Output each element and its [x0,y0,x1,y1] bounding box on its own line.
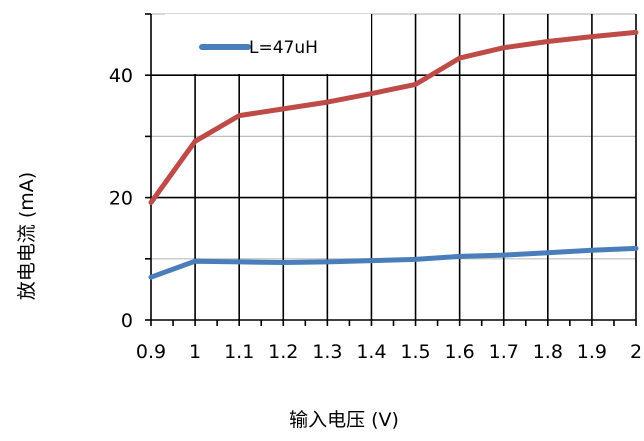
axes [145,13,637,326]
legend-label: L=47uH [249,38,318,58]
x-tick-label: 1.4 [356,341,386,363]
x-axis-title: 输入电压 (V) [289,409,399,431]
y-tick-label: 20 [109,188,133,210]
y-tick-labels: 0 20 40 [109,65,133,332]
series-line-1 [148,245,639,280]
x-tick-label: 1.7 [489,341,519,363]
x-tick-label: 0.9 [136,341,166,363]
x-tick-label: 1 [189,341,201,363]
x-tick-label: 1.1 [224,341,254,363]
series-lines [148,29,639,280]
x-tick-label: 1.8 [533,341,563,363]
series-line-2 [148,29,639,205]
x-tick-label: 2 [630,341,642,363]
x-tick-label: 1.5 [400,341,430,363]
x-tick-labels: 0.9 1 1.1 1.2 1.3 1.4 1.5 1.6 1.7 1.8 1.9 2 [136,341,642,363]
y-tick-label: 40 [109,65,133,87]
x-tick-label: 1.6 [445,341,475,363]
x-tick-label: 1.2 [268,341,298,363]
y-axis-title: 放电电流 (mA) [16,172,38,300]
legend: L=47uH [165,14,371,74]
x-tick-label: 1.9 [577,341,607,363]
legend-box [165,14,371,74]
y-tick-label: 0 [121,310,133,332]
x-tick-label: 1.3 [312,341,342,363]
